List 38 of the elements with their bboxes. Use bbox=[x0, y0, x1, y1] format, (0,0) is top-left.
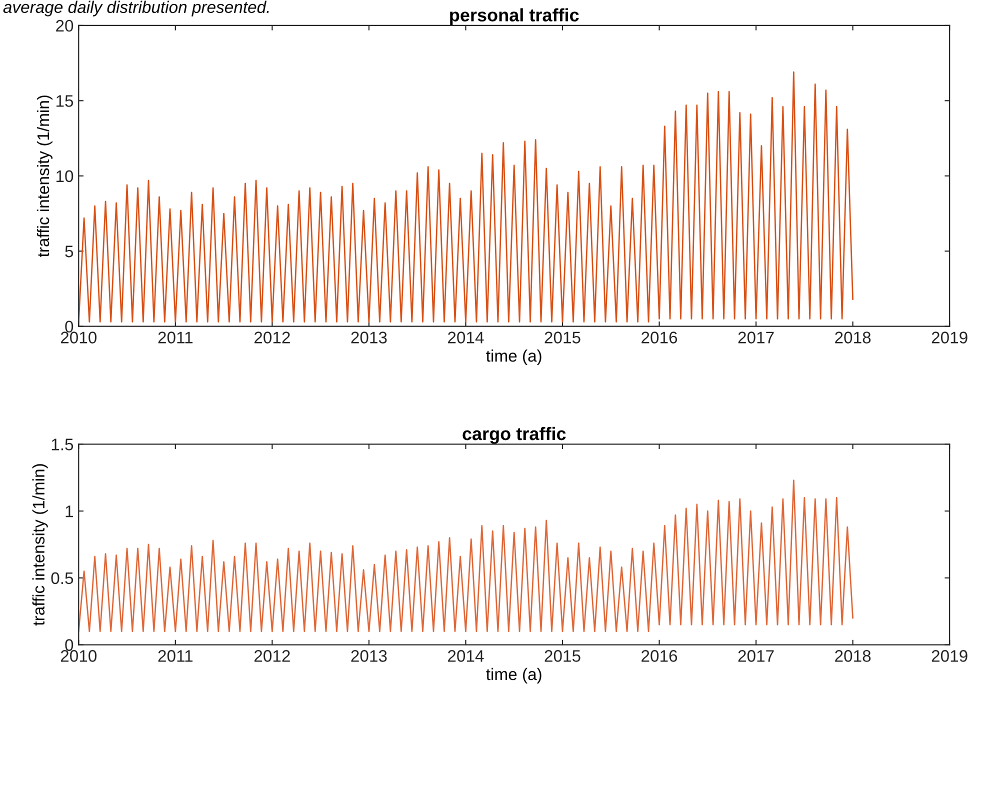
x-tick-label: 2015 bbox=[544, 332, 580, 344]
x-axis-title: time (a) bbox=[486, 350, 542, 366]
y-tick-label: 0 bbox=[65, 320, 74, 333]
line-series bbox=[78, 71, 854, 323]
x-tick-label: 2016 bbox=[642, 332, 678, 344]
y-tick-label: 10 bbox=[56, 170, 74, 182]
x-tick-label: 2014 bbox=[448, 332, 484, 344]
y-tick-label: 0.5 bbox=[51, 572, 74, 584]
x-tick-label: 2019 bbox=[932, 650, 968, 662]
chart-title: personal traffic bbox=[450, 8, 579, 26]
y-axis-title: traffic intensity (1/min) bbox=[36, 96, 52, 258]
x-tick-label: 2013 bbox=[351, 650, 387, 662]
y-tick-label: 5 bbox=[65, 246, 74, 258]
x-tick-label: 2018 bbox=[835, 650, 871, 662]
line-series bbox=[78, 480, 854, 632]
x-tick-label: 2012 bbox=[254, 650, 290, 662]
y-tick-label: 20 bbox=[56, 20, 74, 32]
x-tick-label: 2017 bbox=[738, 650, 774, 662]
x-tick-label: 2010 bbox=[60, 332, 97, 344]
x-tick-label: 2011 bbox=[158, 650, 193, 662]
x-tick-label: 2010 bbox=[60, 650, 97, 662]
x-tick-label: 2015 bbox=[544, 650, 580, 662]
y-tick-label: 15 bbox=[56, 95, 74, 107]
x-axis-title: time (a) bbox=[486, 668, 542, 684]
x-tick-label: 2013 bbox=[351, 332, 387, 344]
y-tick-label: 1 bbox=[66, 506, 73, 518]
x-tick-label: 2018 bbox=[835, 332, 871, 344]
x-tick-label: 2011 bbox=[158, 332, 193, 344]
x-tick-label: 2014 bbox=[448, 650, 484, 662]
x-tick-label: 2012 bbox=[254, 332, 290, 344]
chart-title: cargo traffic bbox=[462, 426, 566, 444]
y-tick-label: 1.5 bbox=[52, 438, 74, 450]
text: average daily distribution presented. bbox=[3, 0, 269, 16]
y-axis-title: traffic intensity (1/min) bbox=[32, 464, 48, 626]
x-tick-label: 2017 bbox=[738, 332, 774, 344]
x-tick-label: 2019 bbox=[932, 332, 968, 344]
y-tick-label: 0 bbox=[65, 639, 74, 651]
x-tick-label: 2016 bbox=[642, 650, 678, 662]
